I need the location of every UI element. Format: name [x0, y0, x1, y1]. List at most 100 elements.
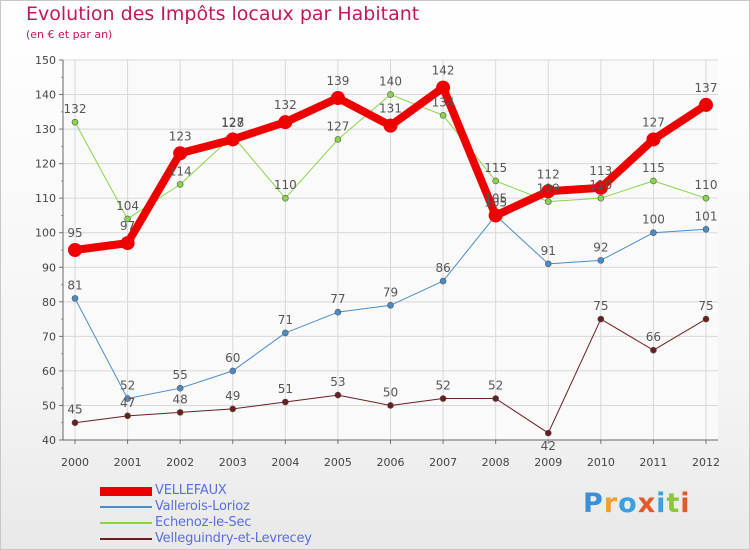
data-point: [702, 315, 710, 323]
legend-swatch: [100, 486, 152, 496]
data-label: 49: [225, 389, 240, 403]
data-label: 97: [120, 219, 135, 233]
data-label: 52: [120, 379, 135, 393]
data-label: 142: [432, 64, 455, 78]
data-label: 52: [435, 379, 450, 393]
legend-label: VELLEFAUX: [155, 483, 227, 498]
data-point: [383, 118, 398, 133]
legend-label: Vallerois-Lorioz: [155, 499, 250, 514]
data-point: [334, 391, 342, 399]
x-tick-label: 2003: [219, 456, 247, 469]
data-point: [650, 346, 657, 354]
data-label: 140: [379, 75, 402, 89]
y-tick-label: 130: [35, 123, 56, 136]
data-label: 60: [225, 351, 240, 365]
x-tick-label: 2004: [271, 456, 299, 469]
data-point: [330, 91, 345, 105]
data-label: 45: [67, 403, 82, 417]
y-tick-label: 80: [42, 296, 56, 309]
data-label: 91: [541, 244, 556, 258]
data-label: 101: [695, 209, 718, 223]
data-label: 105: [484, 195, 507, 209]
data-label: 137: [695, 81, 718, 95]
x-tick-label: 2012: [692, 456, 720, 469]
data-point: [650, 229, 657, 237]
data-point: [699, 97, 713, 112]
y-tick-label: 120: [35, 158, 56, 171]
data-point: [593, 180, 608, 195]
data-point: [334, 136, 342, 143]
line-chart: 40 50 60 70 80 90 100 110 120 130 140 150 2000 2001 20…: [35, 54, 720, 469]
data-label: 104: [116, 199, 139, 213]
data-label: 139: [326, 74, 349, 88]
data-label: 75: [698, 299, 713, 313]
data-point: [544, 260, 552, 268]
data-label: 127: [642, 115, 665, 129]
data-point: [597, 257, 605, 264]
data-point: [702, 194, 710, 202]
legend-swatch: [100, 522, 152, 524]
data-label: 123: [169, 129, 192, 143]
y-tick-label: 90: [42, 261, 56, 274]
data-label: 48: [173, 392, 188, 406]
x-tick-label: 2002: [166, 456, 194, 469]
data-label: 115: [642, 161, 665, 175]
legend-label: Echenoz-le-Sec: [155, 515, 252, 530]
data-label: 92: [593, 240, 608, 254]
data-label: 115: [484, 161, 507, 175]
chart-subtitle: (en € et par an): [26, 28, 113, 41]
data-label: 132: [274, 98, 297, 112]
x-tick-label: 2010: [587, 456, 615, 469]
data-point: [650, 177, 657, 185]
data-label: 50: [383, 385, 398, 399]
data-label: 75: [593, 299, 608, 313]
data-label: 53: [330, 375, 345, 389]
y-tick-label: 40: [42, 434, 56, 447]
data-label: 51: [278, 382, 293, 396]
data-label: 132: [64, 102, 87, 116]
x-tick-label: 2005: [324, 456, 352, 469]
data-point: [597, 315, 605, 323]
logo-letter: o: [618, 488, 638, 519]
data-label: 128: [221, 116, 244, 130]
y-tick-label: 150: [35, 54, 56, 67]
data-point: [173, 146, 188, 161]
data-point: [492, 177, 499, 185]
data-point: [597, 194, 605, 202]
proxiti-logo: Proxiti: [583, 488, 691, 519]
data-label: 131: [379, 102, 402, 116]
data-point: [124, 395, 131, 402]
data-label: 42: [541, 439, 556, 453]
y-tick-label: 110: [35, 192, 56, 205]
data-point: [278, 115, 293, 130]
y-tick-label: 100: [35, 227, 56, 240]
data-label: 81: [67, 278, 82, 292]
x-tick-label: 2007: [429, 456, 457, 469]
data-point: [229, 405, 237, 413]
logo-letter: i: [680, 488, 691, 519]
data-label: 71: [278, 313, 293, 327]
data-label: 127: [326, 119, 349, 133]
data-label: 110: [695, 178, 718, 192]
data-point: [488, 208, 503, 223]
data-label: 55: [173, 368, 188, 382]
data-point: [387, 301, 394, 309]
data-point: [646, 132, 661, 147]
data-point: [387, 91, 394, 98]
data-label: 66: [646, 330, 661, 344]
x-tick-label: 2000: [61, 456, 89, 469]
data-label: 110: [589, 178, 612, 192]
data-point: [387, 402, 394, 409]
logo-letter: i: [656, 488, 667, 519]
data-label: 77: [330, 292, 345, 306]
data-point: [702, 225, 710, 233]
data-label: 110: [274, 178, 297, 192]
legend-label: Velleguindry-et-Levrecey: [155, 531, 312, 546]
logo-letter: t: [666, 488, 681, 519]
data-point: [225, 132, 240, 147]
y-tick-label: 70: [42, 330, 56, 343]
data-point: [124, 215, 131, 223]
data-point: [439, 277, 447, 285]
data-point: [544, 198, 552, 205]
chart-title: Evolution des Impôts locaux par Habitant: [26, 3, 420, 25]
